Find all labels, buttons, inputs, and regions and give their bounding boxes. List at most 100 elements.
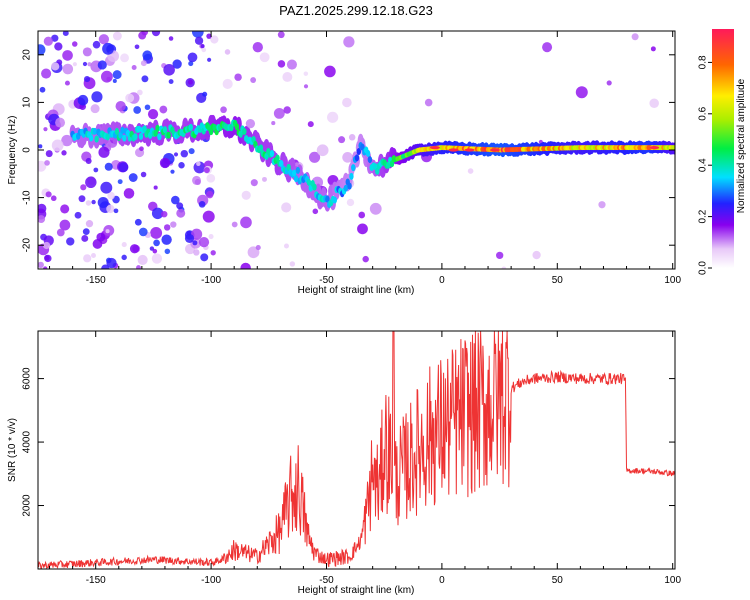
- spectrogram-ridge-cell: [365, 149, 371, 157]
- spectrogram-noise-cell: [97, 197, 109, 208]
- spectrogram-noise-cell: [142, 50, 153, 61]
- spectrogram-noise-cell: [187, 52, 198, 63]
- snr-xtick-label: 100: [664, 575, 681, 586]
- spectrogram-noise-cell: [501, 266, 507, 269]
- spectrogram-noise-cell: [188, 148, 195, 155]
- spectrogram-noise-cell: [96, 232, 106, 242]
- spectrogram-noise-cell: [56, 228, 65, 237]
- spectrogram-noise-cell: [55, 117, 66, 128]
- spectrogram-ridge-cell: [138, 132, 144, 140]
- spectrogram-noise-cell: [151, 253, 163, 264]
- spectrogram-noise-cell: [42, 241, 51, 250]
- spectrogram-noise-cell: [191, 31, 204, 38]
- spectrogram-ridge-cell: [136, 125, 142, 133]
- spectrogram-noise-cell: [255, 245, 261, 251]
- spectrogram-xtick-label: -150: [86, 275, 106, 286]
- spectrogram-noise-cell: [542, 42, 553, 53]
- spectrogram-noise-cell: [104, 162, 113, 171]
- spectrogram-ridge-cell: [122, 134, 127, 142]
- spectrogram-noise-cell: [194, 36, 204, 45]
- spectrogram-noise-cell: [121, 242, 127, 248]
- spectrogram-noise-cell: [240, 216, 252, 229]
- spectrogram-noise-cell: [45, 150, 53, 158]
- spectrogram-noise-cell: [262, 176, 267, 182]
- spectrogram-noise-cell: [286, 59, 297, 70]
- spectrogram-noise-cell: [66, 237, 75, 246]
- spectrogram-ridge-cell: [238, 130, 243, 138]
- spectrogram-noise-cell: [141, 75, 149, 83]
- spectrogram-ridge-cell: [389, 160, 395, 168]
- spectrogram-peak: [489, 148, 500, 152]
- spectrogram-noise-cell: [141, 31, 148, 36]
- spectrogram-noise-cell: [62, 50, 73, 61]
- spectrogram-noise-cell: [83, 254, 92, 263]
- spectrogram-ridge-cell: [325, 195, 330, 203]
- spectrogram-noise-cell: [159, 157, 171, 169]
- spectrogram-noise-cell: [598, 201, 606, 209]
- spectrogram-noise-cell: [137, 254, 148, 265]
- spectrogram-ridge-cell: [105, 133, 110, 141]
- spectrogram-noise-cell: [222, 78, 233, 90]
- spectrogram-noise-cell: [93, 167, 99, 173]
- spectrogram-noise-cell: [43, 36, 53, 46]
- spectrogram-noise-cell: [346, 198, 355, 207]
- spectrogram-noise-cell: [64, 80, 70, 86]
- spectrogram-noise-cell: [138, 227, 148, 237]
- spectrogram-noise-cell: [100, 70, 113, 83]
- spectrogram-noise-cell: [105, 229, 110, 234]
- spectrogram-ridge-cell: [279, 160, 284, 168]
- spectrogram-noise-cell: [208, 234, 214, 240]
- snr-frame: [37, 330, 676, 570]
- spectrogram-noise-cell: [281, 202, 292, 213]
- spectrogram-noise-cell: [207, 57, 212, 62]
- spectrogram-noise-cell: [131, 65, 137, 70]
- spectrogram-ridge-cell: [347, 182, 352, 190]
- spectrogram-noise-cell: [151, 207, 164, 220]
- spectrogram-noise-cell: [54, 42, 63, 51]
- spectrogram-noise-cell: [38, 261, 44, 269]
- spectrogram-x-label: Height of straight line (km): [298, 285, 415, 296]
- spectrogram-noise-cell: [240, 262, 251, 269]
- snr-xtick-label: -50: [319, 575, 334, 586]
- spectrogram-xtick-label: 50: [552, 275, 564, 286]
- spectrogram-ridge-cell: [157, 133, 162, 141]
- spectrogram-noise-cell: [277, 31, 285, 39]
- spectrogram-noise-cell: [62, 31, 69, 37]
- spectrogram-noise-cell: [176, 208, 186, 218]
- spectrogram-noise-cell: [231, 221, 238, 228]
- spectrogram-noise-cell: [198, 200, 206, 208]
- spectrogram-noise-cell: [210, 250, 216, 256]
- spectrogram-noise-cell: [170, 221, 177, 228]
- spectrogram-noise-cell: [134, 44, 140, 50]
- spectrogram-noise-cell: [342, 152, 353, 163]
- spectrogram-noise-cell: [200, 253, 209, 262]
- spectrogram-noise-cell: [107, 191, 115, 200]
- spectrogram-noise-cell: [98, 146, 110, 158]
- spectrogram-noise-cell: [82, 61, 88, 67]
- spectrogram-xtick-label: -100: [201, 275, 221, 286]
- spectrogram-noise-cell: [134, 218, 142, 226]
- spectrogram-ridge-cell: [367, 156, 373, 164]
- spectrogram-noise-cell: [85, 200, 92, 206]
- spectrogram-noise-cell: [38, 160, 47, 172]
- spectrogram-ridge-cell: [293, 175, 299, 183]
- spectrogram-noise-cell: [123, 188, 135, 199]
- spectrogram-noise-cell: [307, 121, 314, 128]
- spectrogram-noise-cell: [85, 220, 94, 228]
- spectrogram-noise-cell: [144, 104, 151, 111]
- snr-ytick-label: 6000: [22, 367, 33, 390]
- spectrogram-noise-cell: [82, 47, 92, 57]
- spectrogram-ridge-cell: [332, 196, 338, 204]
- spectrogram-noise-cell: [343, 36, 355, 48]
- spectrogram-ridge-cell: [354, 154, 360, 162]
- spectrogram-noise-cell: [252, 42, 263, 53]
- spectrogram-noise-cell: [153, 239, 160, 247]
- spectrogram-noise-cell: [139, 146, 144, 152]
- spectrogram-noise-cell: [312, 208, 319, 215]
- spectrogram-ridge-cell: [258, 144, 264, 152]
- spectrogram-noise-cell: [203, 167, 210, 174]
- figure-title: PAZ1.2025.299.12.18.G23: [279, 3, 433, 18]
- colorbar-tick-label: 0.2: [698, 209, 709, 223]
- spectrogram-noise-cell: [206, 33, 212, 39]
